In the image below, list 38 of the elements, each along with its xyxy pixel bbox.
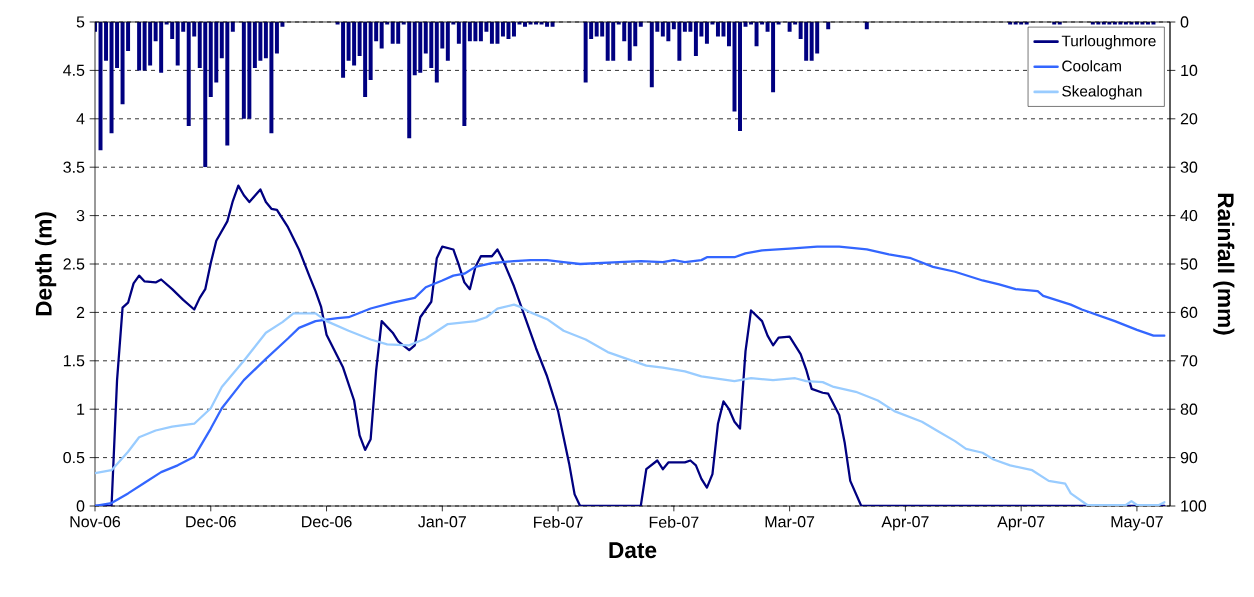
legend-label: Coolcam (1062, 60, 1121, 72)
y2-tick-label: 50 (1180, 258, 1198, 270)
x-tick-label: May-07 (1111, 516, 1163, 531)
y-tick-label: 1.5 (63, 355, 85, 367)
y2-tick-label: 20 (1180, 113, 1198, 125)
y-tick-label: 4 (76, 113, 85, 125)
x-tick-label: Dec-06 (186, 516, 236, 528)
x-tick-label: Feb-07 (649, 516, 699, 528)
y-tick-label: 2 (76, 306, 85, 318)
y2-tick-label: 30 (1180, 161, 1198, 173)
y2-axis-title: Rainfall (mm) (1213, 193, 1235, 335)
y2-tick-label: 70 (1180, 355, 1198, 367)
legend-label: Turloughmore (1061, 35, 1156, 50)
y2-tick-label: 40 (1180, 209, 1198, 222)
y2-tick-label: 10 (1181, 64, 1198, 77)
x-tick-label: Apr-07 (881, 516, 929, 531)
x-tick-label: Jan-07 (418, 516, 466, 528)
x-tick-label: Dec-06 (302, 516, 352, 528)
y-tick-label: 0 (76, 500, 85, 512)
x-tick-label: Mar-07 (765, 516, 815, 528)
y2-tick-label: 80 (1180, 403, 1198, 415)
y-axis-title: Depth (m) (35, 212, 57, 316)
y2-tick-label: 100 (1181, 500, 1207, 512)
x-tick-label: Feb-07 (534, 516, 583, 528)
y-tick-label: 0.5 (63, 451, 85, 464)
x-tick-label: Apr-07 (997, 516, 1045, 531)
y2-tick-label: 90 (1180, 451, 1198, 464)
x-axis-title: Date (609, 542, 657, 559)
y2-tick-label: 60 (1180, 306, 1198, 319)
y2-tick-label: 0 (1180, 16, 1189, 28)
x-tick-label: Nov-06 (70, 516, 121, 528)
legend-label: Skealoghan (1062, 85, 1142, 100)
y-tick-label: 3 (76, 209, 85, 222)
y-tick-label: 3.5 (63, 161, 85, 173)
y-tick-label: 2.5 (63, 258, 85, 270)
y-tick-label: 4.5 (63, 64, 85, 76)
y-tick-label: 5 (76, 16, 85, 28)
y-tick-label: 1 (77, 403, 85, 415)
